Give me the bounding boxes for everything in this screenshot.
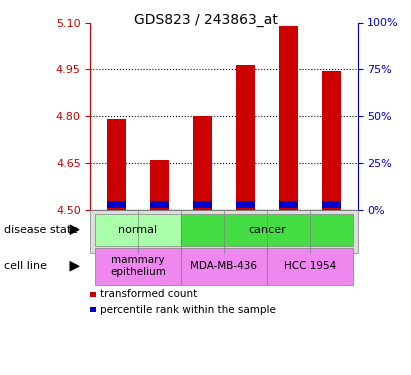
Bar: [150, 160, 169, 210]
Text: mammary
epithelium: mammary epithelium: [110, 255, 166, 277]
Bar: [106, 119, 126, 210]
Text: percentile rank within the sample: percentile rank within the sample: [100, 304, 276, 315]
Text: transformed count: transformed count: [100, 289, 197, 299]
Bar: [106, 201, 126, 208]
Bar: [193, 116, 212, 210]
Text: cancer: cancer: [248, 225, 286, 235]
Bar: [322, 71, 342, 210]
Bar: [150, 201, 169, 208]
Bar: [279, 201, 298, 208]
Text: GDS823 / 243863_at: GDS823 / 243863_at: [134, 13, 277, 27]
Bar: [236, 65, 255, 210]
Text: disease state: disease state: [4, 225, 78, 235]
Text: cell line: cell line: [4, 261, 47, 271]
Bar: [236, 201, 255, 208]
Text: normal: normal: [118, 225, 157, 235]
Bar: [279, 26, 298, 210]
Text: MDA-MB-436: MDA-MB-436: [190, 261, 258, 271]
Bar: [193, 201, 212, 208]
Text: HCC 1954: HCC 1954: [284, 261, 336, 271]
Bar: [322, 201, 342, 208]
